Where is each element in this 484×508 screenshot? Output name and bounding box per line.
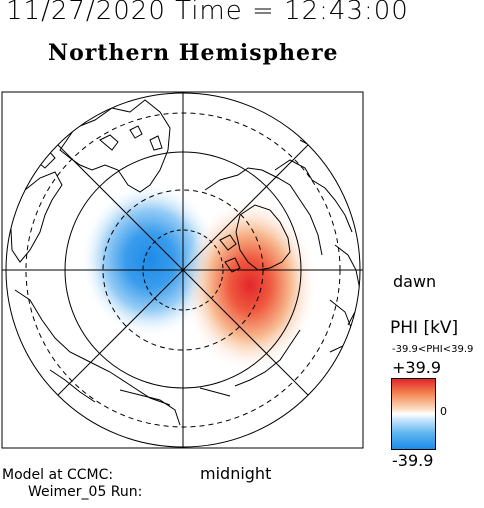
- datetime-title: 11/27/2020 Time = 12:43:00: [6, 0, 409, 26]
- positive-potential-cell: [182, 197, 318, 373]
- colorbar-max-label: +39.9: [392, 358, 442, 377]
- colorbar: [391, 378, 436, 450]
- hemisphere-title: Northern Hemisphere: [48, 40, 339, 66]
- colorbar-min-label: -39.9: [392, 451, 434, 470]
- meridians: [2, 92, 363, 448]
- colorbar-range: -39.9<PHI<39.9: [392, 344, 474, 355]
- colorbar-zero-label: 0: [440, 405, 447, 418]
- midnight-label: midnight: [200, 464, 272, 483]
- colorbar-title: PHI [kV]: [390, 318, 459, 338]
- credit-line-2: Weimer_05 Run:: [28, 484, 143, 500]
- dawn-label: dawn: [393, 272, 437, 291]
- credit-line-1: Model at CCMC:: [2, 467, 114, 483]
